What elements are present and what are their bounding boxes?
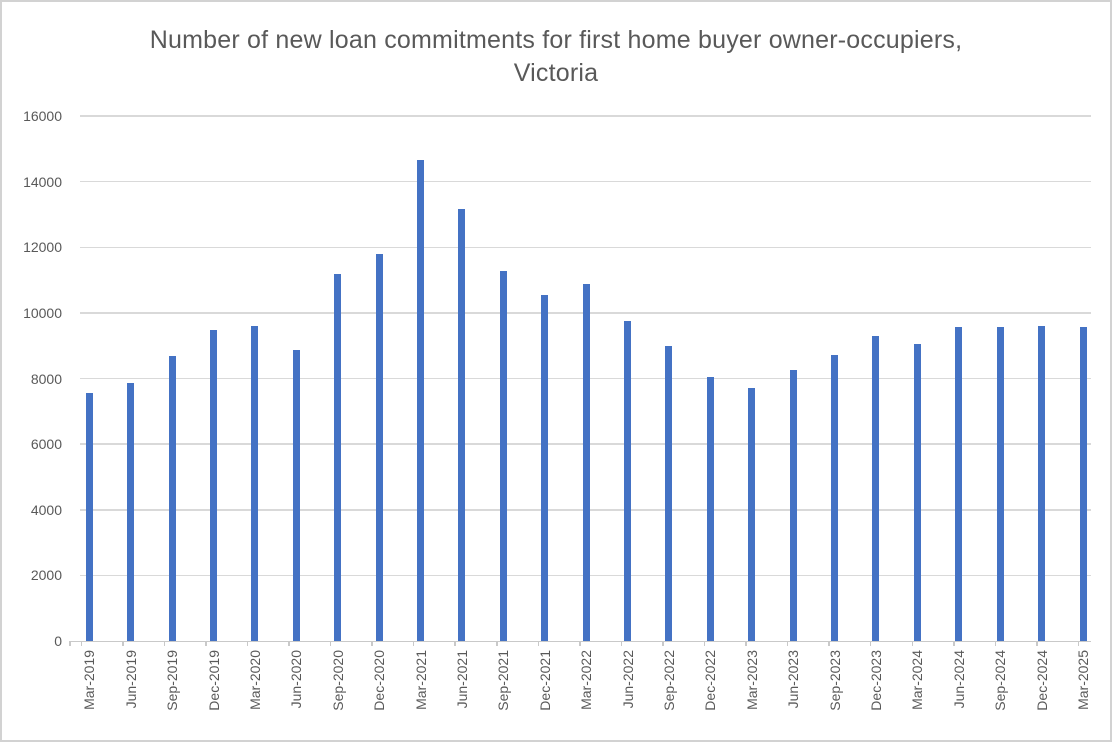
x-axis-tick <box>163 641 166 646</box>
bar-jun-2022 <box>624 321 632 641</box>
x-axis-label-sep-2020: Sep-2020 <box>329 650 346 711</box>
x-axis-tick <box>786 641 789 646</box>
x-axis-tick <box>80 641 82 646</box>
x-axis-tick <box>1036 641 1038 646</box>
x-axis-tick <box>496 641 498 646</box>
x-axis-label-dec-2019: Dec-2019 <box>205 650 222 711</box>
x-axis-label-sep-2021: Sep-2021 <box>495 650 512 711</box>
x-axis-label-mar-2019: Mar-2019 <box>81 650 98 710</box>
x-axis-tick <box>205 641 207 646</box>
bar-mar-2023 <box>748 388 756 641</box>
bar-dec-2019 <box>210 329 217 641</box>
x-axis-label-jun-2022: Jun-2022 <box>619 650 636 709</box>
x-axis-label-jun-2021: Jun-2021 <box>453 650 470 709</box>
y-axis-tick-label: 2000 <box>30 567 62 584</box>
x-axis-tick <box>579 641 581 646</box>
gridline-16000 <box>80 115 1091 117</box>
bar-sep-2023 <box>831 354 839 641</box>
x-axis-tick <box>953 641 955 646</box>
y-axis-tick-label: 6000 <box>30 436 62 453</box>
x-axis-label-sep-2019: Sep-2019 <box>164 650 181 711</box>
x-axis-label-dec-2024: Dec-2024 <box>1033 650 1050 711</box>
x-axis-label-jun-2020: Jun-2020 <box>288 650 305 709</box>
bar-dec-2022 <box>706 377 714 641</box>
x-axis-tick <box>662 641 664 646</box>
bar-mar-2019 <box>85 392 93 641</box>
x-axis-tick <box>454 641 456 646</box>
bar-jun-2019 <box>127 382 135 641</box>
bar-dec-2024 <box>1038 326 1046 641</box>
bar-mar-2020 <box>251 326 259 641</box>
bar-sep-2019 <box>168 355 176 641</box>
x-axis-tick <box>911 641 913 646</box>
x-axis-tick <box>371 641 373 646</box>
x-axis-label-dec-2023: Dec-2023 <box>867 650 884 711</box>
x-axis-tick <box>620 641 623 646</box>
x-axis-label-sep-2023: Sep-2023 <box>826 650 843 711</box>
x-axis-label-mar-2023: Mar-2023 <box>743 650 760 710</box>
x-axis-label-jun-2024: Jun-2024 <box>950 650 967 709</box>
x-axis-label-sep-2024: Sep-2024 <box>992 650 1009 711</box>
chart-title: Number of new loan commitments for first… <box>2 24 1110 90</box>
x-axis-label-dec-2022: Dec-2022 <box>702 650 719 711</box>
x-axis-tick <box>122 641 124 646</box>
y-axis-tick-label: 10000 <box>23 304 62 321</box>
x-axis-label-jun-2019: Jun-2019 <box>122 650 139 709</box>
x-axis-label-sep-2022: Sep-2022 <box>660 650 677 711</box>
x-axis-label-mar-2024: Mar-2024 <box>909 650 926 710</box>
x-axis-tick <box>703 641 706 646</box>
y-axis-tick-label: 14000 <box>23 173 62 190</box>
bar-jun-2020 <box>292 349 300 641</box>
x-axis-label-mar-2021: Mar-2021 <box>412 650 429 710</box>
x-axis-label-dec-2020: Dec-2020 <box>371 650 388 711</box>
x-axis-label-jun-2023: Jun-2023 <box>785 650 802 709</box>
x-axis-tick <box>869 641 872 646</box>
x-axis-tick <box>329 641 332 646</box>
x-axis-tick <box>246 641 249 646</box>
bar-dec-2021 <box>541 294 549 641</box>
x-axis-label-mar-2020: Mar-2020 <box>246 650 263 710</box>
y-axis-tick-label: 12000 <box>23 239 62 256</box>
bar-jun-2023 <box>789 369 797 641</box>
bar-sep-2022 <box>665 346 673 641</box>
x-axis-label-mar-2022: Mar-2022 <box>578 650 595 710</box>
x-axis-tick <box>69 641 71 646</box>
gridline-12000 <box>80 246 1091 248</box>
chart-title-line1: Number of new loan commitments for first… <box>149 26 963 54</box>
x-axis-tick <box>994 641 997 646</box>
bar-mar-2021 <box>417 159 425 641</box>
chart-title-line2: Victoria <box>513 59 599 87</box>
gridline-14000 <box>80 180 1091 183</box>
bar-dec-2023 <box>872 335 880 641</box>
x-axis-tick <box>828 641 830 646</box>
bar-jun-2024 <box>955 327 963 641</box>
bar-sep-2020 <box>334 273 342 641</box>
bar-jun-2021 <box>458 208 466 641</box>
y-axis-tick-label: 4000 <box>30 501 62 518</box>
bar-sep-2024 <box>996 327 1004 641</box>
x-axis-tick <box>1077 641 1080 646</box>
bar-dec-2020 <box>375 254 383 641</box>
x-axis-tick <box>288 641 290 646</box>
bar-mar-2024 <box>913 343 921 641</box>
y-axis-tick-label: 8000 <box>30 370 62 387</box>
x-axis-label-dec-2021: Dec-2021 <box>536 650 553 711</box>
x-axis-tick <box>412 641 415 646</box>
x-axis-tick <box>745 641 747 646</box>
x-axis-label-mar-2025: Mar-2025 <box>1075 650 1091 710</box>
bar-mar-2022 <box>582 283 590 641</box>
bar-sep-2021 <box>499 271 507 641</box>
x-axis-tick <box>537 641 540 646</box>
y-axis-tick-label: 0 <box>54 633 62 649</box>
y-axis-tick-label: 16000 <box>23 108 62 124</box>
bar-mar-2025 <box>1079 327 1087 641</box>
